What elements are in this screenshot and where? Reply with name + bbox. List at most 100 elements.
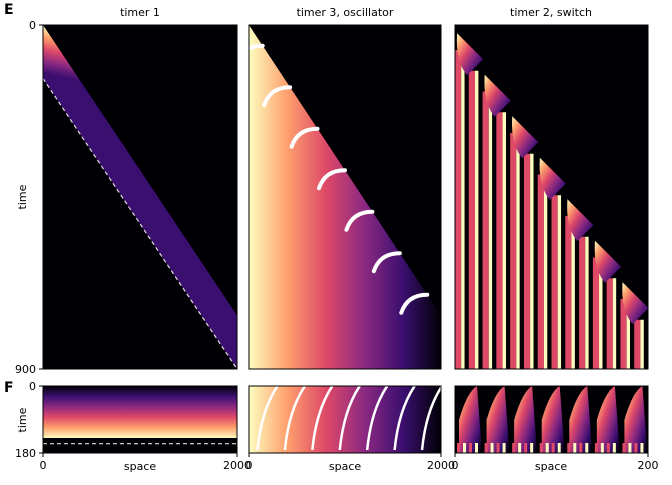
- switch-stripe: [469, 443, 472, 453]
- stripe-pink: [634, 319, 641, 369]
- stripe-light: [488, 91, 493, 369]
- switch-stripe: [628, 443, 632, 453]
- stripe-light: [612, 278, 617, 369]
- stripe-dark: [602, 257, 607, 369]
- axes-frame: [248, 24, 442, 370]
- stripe-dark: [506, 112, 511, 369]
- stripe-dark: [478, 70, 483, 369]
- stripe-pink: [455, 50, 462, 369]
- stripe-pink: [565, 215, 572, 369]
- stripe-light: [626, 298, 631, 369]
- chart-title-timer-2: timer 2, switch: [510, 6, 592, 19]
- panel-e-label: E: [4, 2, 14, 18]
- stripe-pink: [537, 174, 544, 369]
- switch-cap: [594, 240, 621, 283]
- stripe-dark: [547, 174, 552, 369]
- chart-title-timer-1: timer 1: [120, 6, 160, 19]
- stripe-pink: [620, 298, 627, 369]
- heatmap-f-timer-2: [455, 386, 648, 453]
- stripe-pink: [468, 70, 475, 369]
- switch-cap: [539, 157, 566, 200]
- x-tick-label-0: 0: [246, 459, 253, 472]
- stripe-pink: [579, 236, 586, 369]
- switch-stripe: [484, 443, 488, 453]
- switch-stripe: [606, 443, 610, 453]
- stripe-pink: [606, 278, 613, 369]
- switch-segment: [459, 386, 481, 453]
- y-tick-label-900: 900: [15, 363, 36, 376]
- oscillator-arcs: [249, 43, 430, 315]
- switch-stripe: [622, 443, 626, 453]
- switch-stripe: [490, 443, 494, 453]
- oscillator-arc: [338, 386, 361, 451]
- switch-stripe: [539, 443, 543, 453]
- oscillator-arc: [311, 386, 334, 451]
- stripe-light: [599, 257, 603, 369]
- panel-f-label: F: [4, 380, 14, 396]
- switch-stripe: [634, 443, 638, 453]
- switch-stripe: [496, 443, 500, 453]
- oscillator-arc: [420, 386, 441, 451]
- stripe-dark: [464, 50, 469, 369]
- switch-stripe: [579, 443, 583, 453]
- switch-cap: [456, 33, 484, 76]
- switch-stripe: [530, 443, 534, 453]
- stripe-light: [640, 319, 644, 369]
- stripe-light: [474, 70, 479, 369]
- x-axis-label-space: space: [535, 460, 568, 473]
- axes-frame: [454, 24, 649, 370]
- x-axis-label-space: space: [329, 460, 362, 473]
- y-tick-label-0: 0: [29, 19, 36, 32]
- axes-frame: [454, 385, 649, 454]
- switch-stripe: [640, 443, 644, 453]
- switch-segment: [514, 386, 537, 453]
- switch-cap: [511, 116, 539, 159]
- stripe-dark: [561, 195, 566, 369]
- oscillator-arc: [289, 126, 320, 149]
- stripe-dark: [574, 215, 580, 369]
- switch-stripe: [475, 443, 478, 453]
- stripe-dark: [492, 91, 497, 369]
- y-axis-label-time-f: time: [16, 407, 29, 432]
- switch-stripe: [457, 443, 460, 453]
- traveling-band: [43, 25, 237, 369]
- switch-cap: [567, 199, 594, 242]
- oscillator-arc: [393, 386, 416, 451]
- switch-segment: [569, 386, 592, 453]
- x-tick-label-0: 0: [40, 459, 47, 472]
- oscillator-arc: [371, 251, 402, 274]
- axes-frame: [42, 24, 238, 370]
- switch-stripe: [545, 443, 549, 453]
- switch-stripe: [557, 443, 561, 453]
- stripe-dark: [588, 236, 593, 369]
- switch-segment: [624, 386, 647, 453]
- oscillator-arc: [262, 85, 293, 108]
- stripe-light: [585, 236, 589, 369]
- heatmap-f-timer-1: [43, 386, 237, 453]
- y-tick-label-180: 180: [15, 447, 36, 460]
- switch-stripe: [502, 443, 506, 453]
- stripe-light: [461, 50, 465, 369]
- switch-stripe: [524, 443, 528, 453]
- x-axis-label-space: space: [124, 460, 157, 473]
- oscillator-arcs: [256, 386, 441, 451]
- switch-stripe: [567, 443, 571, 453]
- oscillator-arc: [365, 386, 389, 451]
- heatmap-timer-2: [455, 25, 648, 369]
- stripe-dark: [643, 319, 648, 369]
- switch-stripe: [594, 443, 598, 453]
- axes-frame: [42, 385, 238, 454]
- switch-stripe: [512, 443, 516, 453]
- stripe-pink: [496, 112, 503, 369]
- switch-stripe: [600, 443, 604, 453]
- switch-segment: [541, 386, 564, 453]
- stripe-dark: [533, 153, 538, 369]
- axes-frame: [248, 385, 442, 454]
- oscillator-gradient: [249, 25, 441, 369]
- stripe-light: [516, 132, 520, 369]
- oscillator-arc: [344, 209, 375, 232]
- stripe-light: [557, 195, 562, 369]
- oscillator-arc: [256, 386, 279, 451]
- stripe-dark: [519, 132, 524, 369]
